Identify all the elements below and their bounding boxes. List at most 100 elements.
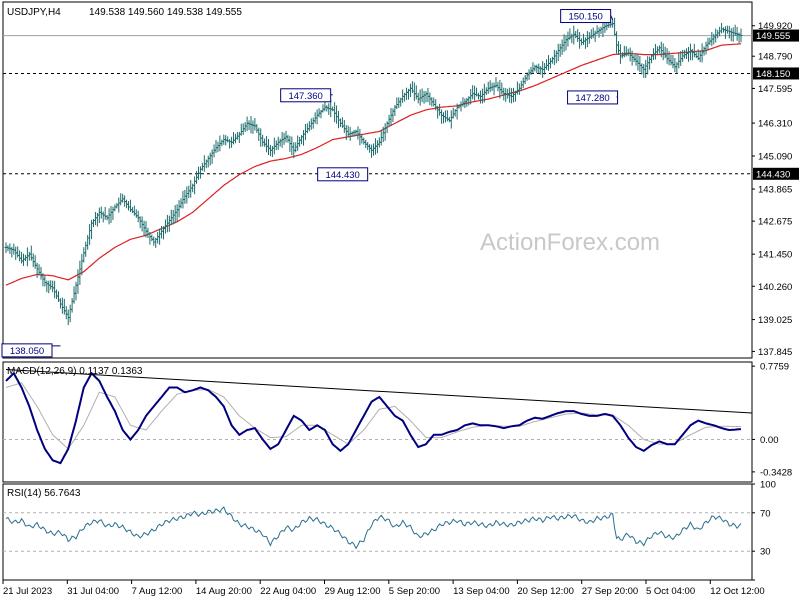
price-bar	[478, 90, 482, 104]
price-bar	[492, 82, 496, 96]
price-bar	[585, 30, 589, 48]
price-bar	[115, 202, 119, 209]
price-bar	[158, 228, 162, 245]
price-bar	[10, 246, 14, 258]
price-panel-frame	[2, 1, 753, 359]
price-annotation-box	[317, 167, 369, 182]
price-bar	[309, 118, 313, 130]
price-bar	[68, 304, 72, 323]
price-bar	[554, 50, 558, 64]
price-bar	[624, 46, 628, 57]
macd-tick-label: -0.3428	[760, 467, 792, 478]
price-bar	[671, 54, 675, 69]
price-bar	[140, 216, 144, 232]
rsi-panel-frame	[2, 483, 753, 581]
price-bar	[101, 211, 105, 223]
current-price-bg	[753, 29, 799, 42]
price-bar	[117, 197, 121, 213]
price-bar	[589, 29, 593, 40]
price-bar	[461, 97, 465, 107]
rsi-line	[5, 506, 742, 550]
price-bar	[72, 286, 76, 304]
price-bar	[375, 140, 379, 154]
price-bar	[60, 297, 64, 314]
price-bar	[290, 136, 294, 156]
price-bar	[342, 119, 346, 133]
price-bar	[331, 106, 335, 112]
price-bar	[35, 262, 39, 278]
price-bar	[517, 83, 521, 96]
price-bar	[729, 28, 733, 42]
price-bar	[626, 48, 630, 57]
price-bar	[276, 136, 280, 150]
price-bar	[422, 90, 426, 104]
price-bar	[278, 138, 282, 147]
price-bar	[62, 298, 66, 315]
price-bar	[552, 49, 556, 65]
price-bar	[601, 23, 605, 38]
price-bar	[298, 136, 302, 147]
price-tick-label: 141.450	[758, 250, 792, 261]
price-bar	[484, 87, 488, 96]
price-bar	[49, 280, 53, 290]
price-bar	[496, 81, 500, 92]
price-bar	[677, 53, 681, 69]
chart-title: USDJPY,H4	[7, 7, 61, 18]
price-annotation-label: 147.360	[288, 91, 322, 102]
price-bar	[451, 107, 455, 119]
price-bar	[346, 125, 350, 137]
price-bar	[315, 109, 319, 125]
price-bar	[648, 56, 652, 70]
macd-tick-label: 0.7759	[760, 362, 789, 373]
price-bar	[449, 110, 453, 129]
price-bar	[583, 37, 587, 49]
price-bar	[29, 245, 33, 261]
price-bar	[447, 116, 451, 123]
price-bar	[121, 193, 125, 203]
price-bar	[599, 26, 603, 35]
price-bar	[558, 43, 562, 57]
price-bar	[27, 251, 31, 261]
price-bar	[189, 180, 193, 198]
price-bar	[665, 48, 669, 64]
price-bar	[282, 132, 286, 145]
price-bar	[82, 247, 86, 263]
macd-title: MACD(12,26,9) 0.1137 0.1363	[7, 366, 143, 377]
price-bar	[580, 38, 584, 46]
price-bar	[642, 63, 646, 78]
price-bar	[329, 99, 333, 118]
price-bar	[321, 104, 325, 113]
price-bar	[327, 103, 331, 115]
price-bar	[420, 88, 424, 103]
macd-tick-label: 0.00	[760, 435, 779, 446]
price-bar	[267, 138, 270, 156]
price-bar	[550, 56, 554, 64]
price-bar	[372, 143, 375, 156]
price-bar	[574, 31, 578, 39]
price-bar	[718, 26, 722, 37]
price-bar	[175, 204, 179, 222]
price-bar	[615, 31, 619, 54]
price-bar	[471, 85, 475, 100]
price-bar	[480, 88, 484, 104]
price-bar	[500, 82, 504, 95]
price-bar	[723, 26, 727, 39]
price-bar	[214, 140, 218, 154]
price-bar	[150, 234, 154, 242]
price-bar	[362, 137, 366, 145]
price-bar	[465, 97, 469, 107]
price-bar	[731, 27, 735, 42]
price-bar	[167, 215, 171, 232]
price-bar	[405, 87, 409, 100]
price-bar	[20, 251, 24, 264]
price-bar	[564, 35, 568, 51]
price-bar	[733, 24, 737, 36]
x-tick-label: 12 Oct 12:00	[710, 586, 764, 597]
x-tick-label: 14 Aug 20:00	[196, 586, 252, 597]
price-bar	[515, 81, 519, 95]
price-bar	[613, 17, 617, 36]
price-bar	[570, 33, 574, 44]
price-bar	[408, 83, 412, 97]
price-bar	[148, 232, 152, 245]
